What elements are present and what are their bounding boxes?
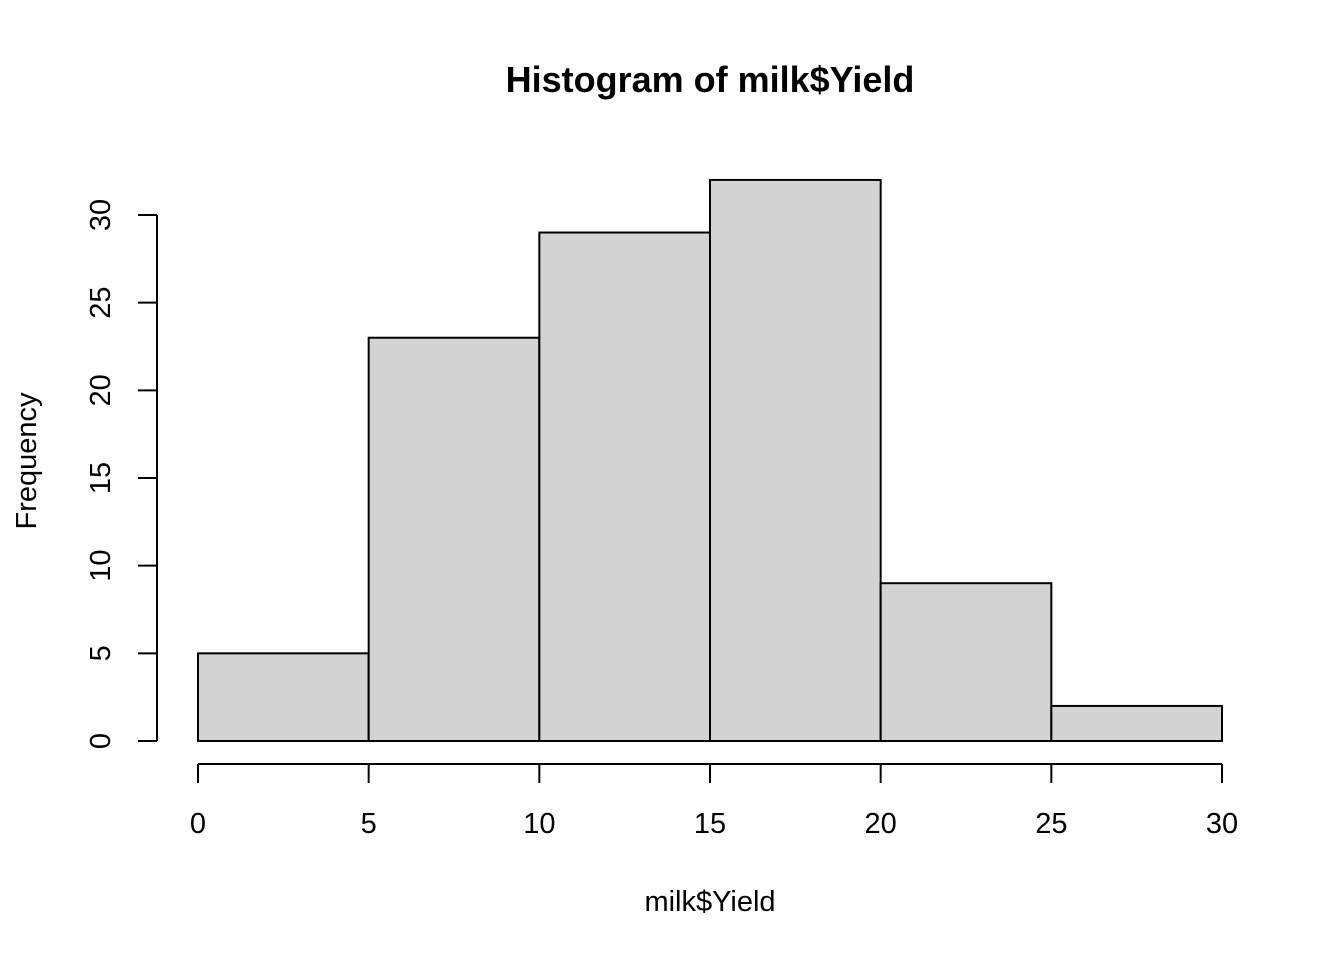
bars-group — [197, 178, 1224, 743]
y-axis-title: Frequency — [11, 392, 43, 530]
y-tick-label-6: 30 — [85, 199, 117, 231]
chart-title: Histogram of milk$Yield — [506, 59, 915, 100]
y-axis: 0 5 10 15 20 25 30 — [85, 199, 158, 749]
x-axis: 0 5 10 15 20 25 30 — [190, 763, 1238, 840]
histogram-bar-1 — [367, 336, 541, 742]
x-tick-label-6: 30 — [1206, 808, 1238, 840]
histogram-bar-5 — [1050, 704, 1224, 743]
x-tick-label-5: 25 — [1035, 808, 1067, 840]
histogram-bar-2 — [538, 231, 711, 743]
x-tick-label-0: 0 — [190, 808, 206, 840]
histogram-bar-3 — [709, 178, 882, 742]
x-axis-title: milk$Yield — [644, 886, 775, 918]
y-tick-label-0: 0 — [85, 733, 117, 749]
y-tick-label-3: 15 — [85, 462, 117, 494]
histogram-bar-4 — [879, 582, 1053, 743]
y-tick-label-5: 25 — [85, 287, 117, 319]
x-tick-label-2: 10 — [523, 808, 555, 840]
y-tick-label-1: 5 — [85, 645, 117, 661]
histogram-bar-0 — [197, 652, 370, 742]
y-tick-label-2: 10 — [85, 550, 117, 582]
x-tick-label-1: 5 — [361, 808, 377, 840]
x-tick-label-3: 15 — [694, 808, 726, 840]
y-tick-label-4: 20 — [85, 374, 117, 406]
x-tick-label-4: 20 — [865, 808, 897, 840]
